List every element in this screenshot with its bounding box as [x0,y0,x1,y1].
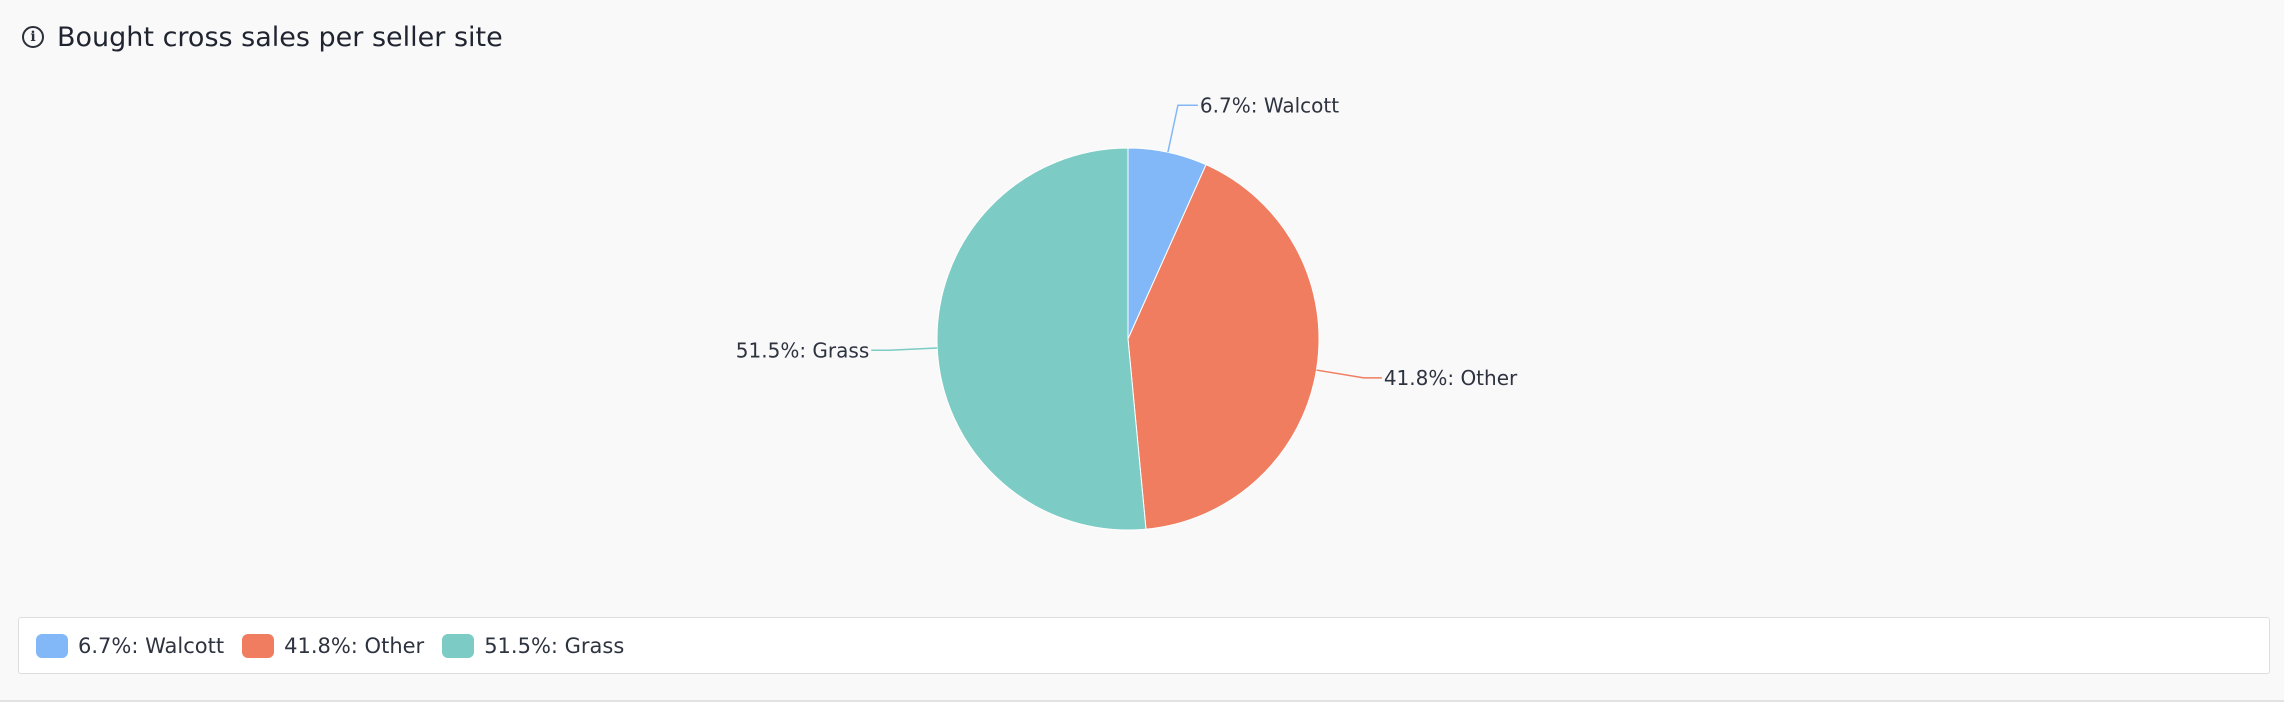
legend-item-grass[interactable]: 51.5%: Grass [442,633,625,658]
pie-chart: 6.7%: Walcott 41.8%: Other 51.5%: Grass [736,93,1518,531]
pie-slice-grass[interactable] [936,147,1147,531]
leader-line-other [1316,369,1382,379]
leader-line-walcott [1167,104,1198,153]
chart-legend: 6.7%: Walcott 41.8%: Other 51.5%: Grass [18,617,2270,674]
chart-title: Bought cross sales per seller site [57,21,503,53]
info-icon[interactable]: i [22,26,44,48]
legend-item-walcott[interactable]: 6.7%: Walcott [36,633,225,658]
slice-label-other: 41.8%: Other [1384,366,1518,390]
pie-slice-other[interactable] [1127,164,1320,530]
slice-label-grass: 51.5%: Grass [736,338,869,362]
legend-label: 51.5%: Grass [484,633,625,658]
legend-label: 6.7%: Walcott [78,633,225,658]
legend-swatch [442,633,475,658]
leader-line-grass [871,347,938,352]
panel-header: i Bought cross sales per seller site [22,20,503,54]
legend-label: 41.8%: Other [284,633,425,658]
legend-swatch [36,633,68,658]
slice-label-walcott: 6.7%: Walcott [1200,93,1339,117]
legend-item-other[interactable]: 41.8%: Other [242,633,425,658]
legend-swatch [242,633,275,658]
